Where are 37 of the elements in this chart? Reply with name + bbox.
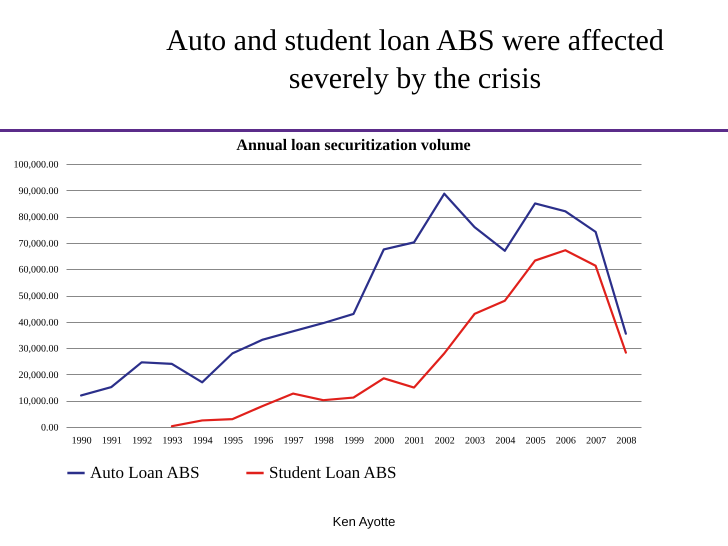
line-series [170, 249, 627, 428]
x-tick-label: 2006 [556, 436, 576, 446]
chart-subtitle: Annual loan securitization volume [236, 137, 471, 154]
x-tick-label: 1998 [314, 436, 334, 446]
x-tick-label: 2002 [434, 436, 455, 446]
y-tick-label: 10,000.00 [18, 396, 58, 408]
y-tick-label: 100,000.00 [14, 160, 58, 170]
y-tick-label: 60,000.00 [18, 264, 58, 276]
legend-label: Student Loan ABS [269, 463, 397, 482]
y-tick-label: 80,000.00 [18, 212, 58, 224]
x-tick-label: 1990 [72, 436, 92, 446]
legend-label: Auto Loan ABS [90, 463, 200, 482]
x-tick-label: 2008 [616, 436, 636, 446]
text: Ken Ayotte [332, 514, 396, 529]
x-tick-label: 2000 [374, 436, 394, 446]
y-tick-label: 50,000.00 [18, 291, 58, 302]
y-tick-label: 20,000.00 [18, 370, 58, 381]
x-tick-label: 2004 [495, 436, 516, 446]
x-tick-label: 1991 [102, 436, 122, 446]
x-tick-label: 1996 [253, 436, 274, 446]
x-tick-label: 1993 [162, 436, 182, 446]
y-tick-label: 70,000.00 [18, 238, 58, 250]
chart-title: Auto and student loan ABS were affected severely by the crisis [165, 23, 665, 97]
x-tick-label: 2005 [526, 436, 546, 446]
x-tick-label: 1995 [222, 436, 243, 446]
y-tick-label: 90,000.00 [18, 186, 58, 197]
x-tick-label: 1992 [132, 436, 152, 446]
x-tick-label: 1994 [192, 436, 213, 446]
x-tick-label: 1999 [344, 436, 364, 446]
x-tick-label: 2007 [586, 436, 606, 446]
y-tick-label: 30,000.00 [18, 344, 58, 355]
x-tick-label: 2001 [404, 436, 425, 446]
y-tick-label: 40,000.00 [18, 317, 58, 328]
x-tick-label: 2003 [465, 436, 486, 446]
y-tick-label: 0.00 [41, 422, 58, 434]
line-series [80, 192, 627, 397]
x-tick-label: 1997 [283, 436, 304, 446]
